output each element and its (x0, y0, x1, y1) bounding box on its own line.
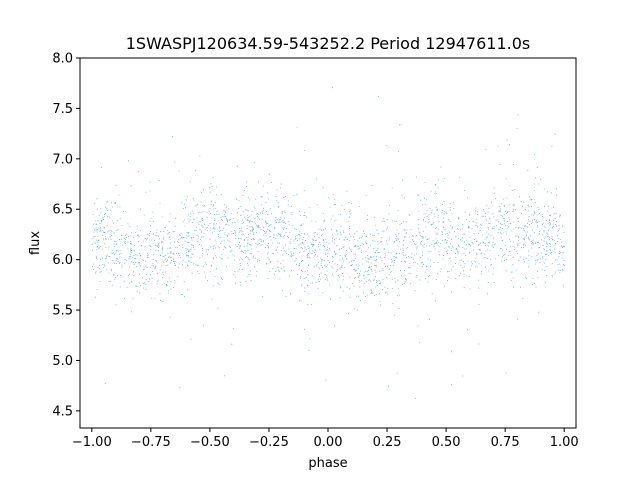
x-tick-label: −0.75 (131, 435, 171, 450)
x-tick-label: −0.50 (190, 435, 230, 450)
y-tick-label: 5.0 (52, 354, 73, 369)
chart-title: 1SWASPJ120634.59-543252.2 Period 1294761… (126, 34, 531, 53)
y-tick-label: 7.5 (52, 102, 73, 117)
plot-frame (79, 57, 577, 429)
scatter-points (91, 87, 565, 399)
flux-data-points (91, 87, 565, 399)
y-tick-label: 4.5 (52, 404, 73, 419)
x-tick-label: −1.00 (72, 435, 112, 450)
x-tick-label: −0.25 (249, 435, 289, 450)
x-axis-label: phase (308, 456, 347, 471)
x-tick-label: 1.00 (550, 435, 579, 450)
y-tick-label: 6.0 (52, 253, 73, 268)
y-tick-label: 5.5 (52, 304, 73, 319)
y-tick-label: 6.5 (52, 203, 73, 218)
x-tick-label: 0.00 (314, 435, 343, 450)
x-tick-label: 0.25 (373, 435, 402, 450)
y-axis-label: flux (28, 231, 43, 255)
x-axis: −1.00 −0.75 −0.50 −0.25 0.00 0.25 0.50 0.75 1.00 (72, 428, 579, 450)
y-tick-label: 8.0 (52, 52, 73, 67)
y-tick-label: 7.0 (52, 152, 73, 167)
y-axis: 4.5 5.0 5.5 6.0 6.5 7.0 7.5 8.0 (52, 52, 80, 419)
x-tick-label: 0.75 (491, 435, 520, 450)
x-tick-label: 0.50 (432, 435, 461, 450)
